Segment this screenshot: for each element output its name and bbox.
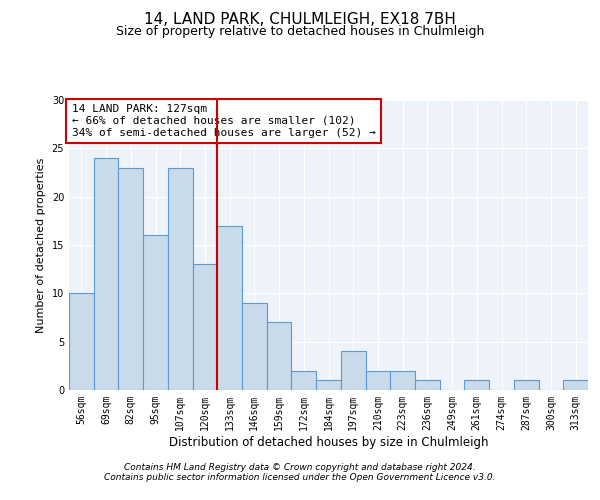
Bar (143, 236, 168, 390)
Bar (464, 380, 489, 390)
Text: Contains public sector information licensed under the Open Government Licence v3: Contains public sector information licen… (104, 472, 496, 482)
Text: Size of property relative to detached houses in Chulmleigh: Size of property relative to detached ho… (116, 25, 484, 38)
Y-axis label: Number of detached properties: Number of detached properties (36, 158, 46, 332)
Text: 14, LAND PARK, CHULMLEIGH, EX18 7BH: 14, LAND PARK, CHULMLEIGH, EX18 7BH (144, 12, 456, 28)
Bar (94, 158, 118, 390)
Text: Contains HM Land Registry data © Crown copyright and database right 2024.: Contains HM Land Registry data © Crown c… (124, 462, 476, 471)
Bar (242, 303, 267, 390)
Bar (316, 380, 341, 390)
Bar (217, 226, 242, 390)
Bar (341, 352, 365, 390)
Text: 14 LAND PARK: 127sqm
← 66% of detached houses are smaller (102)
34% of semi-deta: 14 LAND PARK: 127sqm ← 66% of detached h… (71, 104, 376, 138)
Bar (118, 168, 143, 390)
Bar (390, 370, 415, 390)
Bar (292, 370, 316, 390)
Bar (365, 370, 390, 390)
Bar (415, 380, 440, 390)
Bar (267, 322, 292, 390)
Bar (193, 264, 217, 390)
Bar (563, 380, 588, 390)
X-axis label: Distribution of detached houses by size in Chulmleigh: Distribution of detached houses by size … (169, 436, 488, 448)
Bar (69, 294, 94, 390)
Bar (168, 168, 193, 390)
Bar (514, 380, 539, 390)
